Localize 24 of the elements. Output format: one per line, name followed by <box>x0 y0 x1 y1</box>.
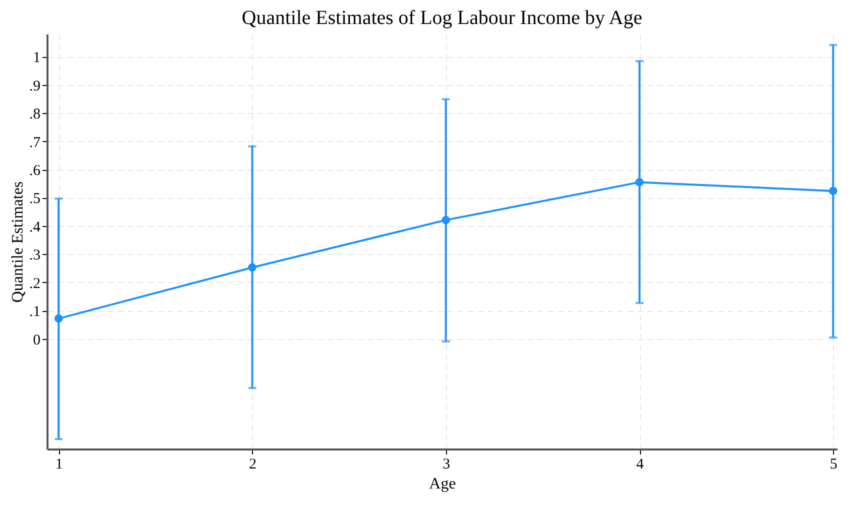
x-tick-label: 4 <box>636 456 644 472</box>
y-tick-label: .7 <box>29 134 41 151</box>
y-tick-label: .1 <box>29 304 40 320</box>
y-tick-label: .4 <box>29 219 41 236</box>
y-tick-label: 1 <box>33 50 40 66</box>
y-axis-title: Quantile Estimates <box>9 181 26 303</box>
point <box>442 216 450 224</box>
point <box>635 178 644 186</box>
x-tick-label: 2 <box>248 456 256 472</box>
y-tick-label: .6 <box>29 163 41 180</box>
y-tick-label: .8 <box>29 106 40 123</box>
point <box>248 263 256 272</box>
y-tick-label: .2 <box>29 276 40 292</box>
point <box>54 314 63 323</box>
y-tick-label: .9 <box>29 78 40 94</box>
y-tick-label: 0 <box>33 332 40 348</box>
x-axis-title: Age <box>429 476 456 492</box>
y-tick-label: .3 <box>29 248 40 264</box>
point <box>828 186 838 196</box>
x-tick-label: 3 <box>442 456 450 472</box>
chart-title: Quantile Estimates of Log Labour Income by Age <box>242 7 642 29</box>
x-tick-label: 1 <box>55 456 63 472</box>
y-tick-label: .5 <box>29 191 40 208</box>
x-tick-label: 5 <box>830 456 838 472</box>
